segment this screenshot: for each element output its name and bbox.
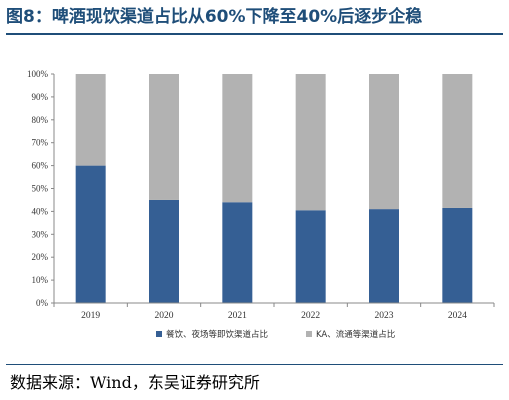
- bar-segment-on-premise: [75, 165, 106, 303]
- bar-segment-off-premise: [369, 74, 399, 210]
- bar-segment-on-premise: [295, 210, 326, 303]
- bar-segment-off-premise: [149, 74, 179, 200]
- legend: 餐饮、夜场等即饮渠道占比 KA、流通等渠道占比: [156, 329, 395, 340]
- x-tick-label: 2023: [375, 311, 394, 321]
- stacked-bar-chart: 0% 10% 20% 30% 40% 50% 60% 70% 80% 90% 100% 2019 20…: [6, 44, 503, 354]
- legend-swatch: [156, 331, 162, 337]
- bar-segment-off-premise: [295, 74, 326, 211]
- bar-segment-off-premise: [222, 74, 253, 203]
- y-tick-label: 20%: [32, 252, 49, 262]
- source-note: 数据来源：Wind，东吴证券研究所: [10, 373, 260, 392]
- chart-svg: 0%10%20%30%40%50%60%70%80%90%100% 2019 20…: [27, 69, 495, 340]
- y-tick-label: 40%: [32, 206, 49, 216]
- bar-segment-on-premise: [442, 207, 473, 303]
- legend-swatch: [306, 331, 312, 337]
- y-tick-label: 10%: [32, 275, 49, 285]
- bar-segment-on-premise: [369, 209, 399, 303]
- legend-label: KA、流通等渠道占比: [316, 329, 395, 340]
- y-tick-label: 60%: [32, 161, 49, 171]
- title-rule: [6, 33, 503, 35]
- y-axis: 0% 10% 20% 30% 40% 50% 60% 70% 80% 90% 100%: [27, 69, 55, 308]
- x-axis: 2019 2020 2021 2022 2023 2024: [53, 302, 495, 321]
- bar-segment-on-premise: [222, 202, 253, 303]
- x-tick-label: 2020: [155, 311, 174, 321]
- x-tick-label: 2022: [301, 311, 320, 321]
- y-tick-label: 90%: [32, 92, 49, 102]
- y-tick-label: 30%: [32, 229, 49, 239]
- bar-segment-on-premise: [149, 199, 179, 303]
- y-tick-label: 0%: [36, 298, 49, 308]
- y-tick-label: 70%: [32, 138, 49, 148]
- figure-title: 图8：啤酒现饮渠道占比从60%下降至40%后逐步企稳: [6, 7, 423, 27]
- y-tick-label: 100%: [27, 69, 49, 79]
- bar-segment-off-premise: [442, 74, 473, 208]
- bars: [75, 74, 473, 303]
- x-tick-label: 2021: [228, 311, 247, 321]
- y-tick-label: 50%: [32, 184, 49, 194]
- x-tick-label: 2024: [448, 311, 467, 321]
- legend-label: 餐饮、夜场等即饮渠道占比: [166, 329, 268, 340]
- y-tick-label: 80%: [32, 115, 49, 125]
- source-rule: [6, 364, 503, 365]
- x-tick-label: 2019: [81, 311, 100, 321]
- bar-segment-off-premise: [75, 74, 106, 166]
